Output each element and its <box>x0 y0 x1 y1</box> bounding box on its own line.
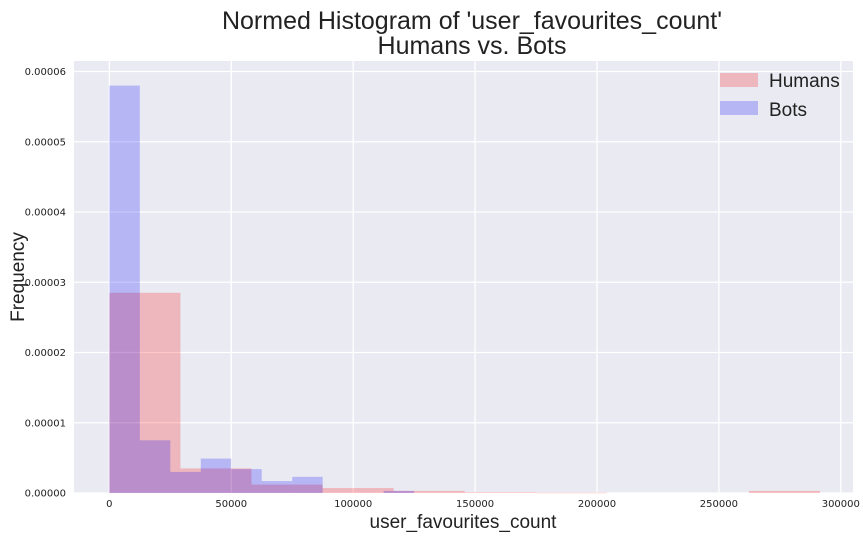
y-tick-label: 0.00004 <box>25 208 66 219</box>
bar-humans <box>464 492 536 493</box>
legend-swatch-bots <box>720 101 758 115</box>
x-tick-label: 50000 <box>215 499 247 510</box>
chart-title-line-1: Normed Histogram of 'user_favourites_cou… <box>222 7 722 35</box>
x-tick-label: 250000 <box>700 499 738 510</box>
bar-bots <box>261 481 293 493</box>
x-axis-label: user_favourites_count <box>370 512 558 533</box>
bar-bots <box>170 471 201 493</box>
bar-humans <box>180 468 252 493</box>
x-tick-label: 100000 <box>334 499 372 510</box>
bar-bots <box>383 490 415 493</box>
x-tick-label: 0 <box>106 499 112 510</box>
bar-humans <box>251 484 323 493</box>
y-tick-label: 0.00001 <box>25 418 66 429</box>
x-tick-label: 150000 <box>456 499 494 510</box>
legend: Humans Bots <box>720 71 840 121</box>
y-tick-label: 0.00005 <box>25 137 66 148</box>
x-tick-label: 200000 <box>578 499 616 510</box>
bar-humans <box>749 490 821 493</box>
bars-layer <box>109 85 821 494</box>
y-tick-label: 0.00000 <box>25 489 66 500</box>
bar-humans <box>535 492 607 494</box>
bar-bots <box>139 440 171 493</box>
plot-background <box>74 61 853 493</box>
bar-bots <box>200 458 232 493</box>
bar-humans <box>393 490 465 493</box>
bar-bots <box>109 85 140 494</box>
series-humans <box>109 292 821 494</box>
ticks-layer: 0 50000 100000 150000 200000 250000 300000 0.00… <box>25 67 860 510</box>
y-tick-label: 0.00003 <box>25 278 66 289</box>
legend-swatch-humans <box>720 73 758 87</box>
grid-layer <box>74 61 853 494</box>
x-tick-label: 300000 <box>822 499 860 510</box>
bar-humans <box>109 292 181 493</box>
series-bots <box>109 85 415 494</box>
bar-bots <box>292 476 323 493</box>
legend-label-bots: Bots <box>769 100 807 121</box>
y-tick-label: 0.00002 <box>25 348 66 359</box>
chart-title-line-2: Humans vs. Bots <box>378 32 567 60</box>
legend-label-humans: Humans <box>769 71 840 92</box>
y-axis-label: Frequency <box>8 232 29 322</box>
bar-bots <box>231 469 262 493</box>
bar-humans <box>322 488 394 493</box>
y-tick-label: 0.00006 <box>25 67 66 78</box>
